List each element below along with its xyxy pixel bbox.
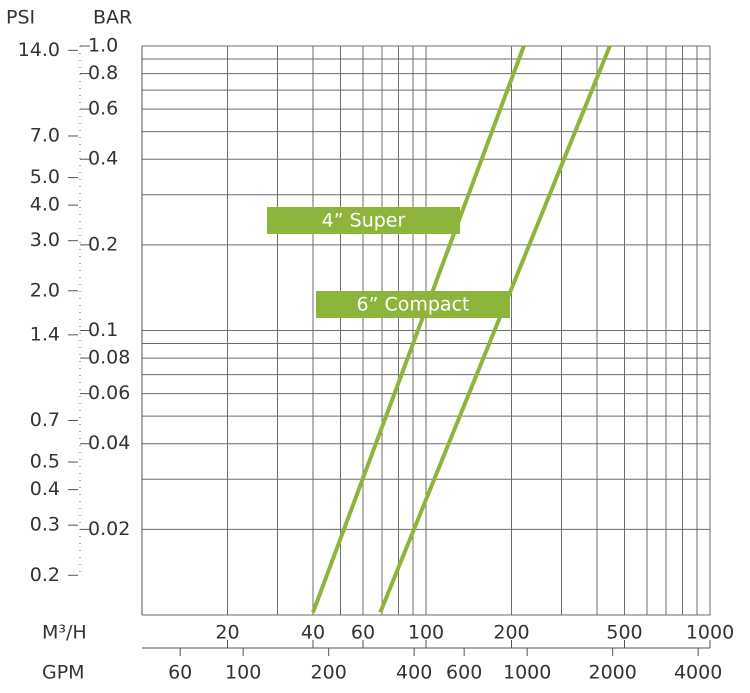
y-tick-label: 0.1 (88, 319, 118, 341)
series-line (311, 45, 526, 614)
x-tick-label: 60 (351, 622, 375, 644)
x2-tick-label: 60 (168, 662, 192, 684)
x-tick-label: 100 (408, 622, 444, 644)
y-tick-label: 0.08 (88, 347, 130, 369)
x-tick-label: 200 (493, 622, 529, 644)
x2-tick-label: 4000 (674, 662, 722, 684)
y2-tick-label: 0.5 (30, 451, 60, 473)
y-tick-label: 0.6 (88, 98, 118, 120)
y-tick-label: 0.06 (88, 382, 130, 404)
x2-tick-label: 100 (225, 662, 261, 684)
y2-tick-label: 2.0 (30, 279, 60, 301)
y-tick-label: 0.04 (88, 432, 130, 454)
y2-tick-label: 14.0 (18, 39, 60, 61)
x-tick-label: 20 (215, 622, 239, 644)
series-label: 4” Super (322, 210, 406, 232)
y-tick-label: 0.4 (88, 148, 118, 170)
y2-tick-label: 0.3 (30, 514, 60, 536)
y2-tick-label: 4.0 (30, 194, 60, 216)
y2-tick-label: 0.2 (30, 564, 60, 586)
y-tick-label: 1.0 (88, 35, 118, 57)
x2-tick-label: 2000 (588, 662, 636, 684)
y2-tick-label: 0.4 (30, 478, 60, 500)
y-axis-label: BAR (93, 7, 132, 29)
x-tick-label: 1000 (686, 622, 734, 644)
series-label: 6” Compact (357, 294, 470, 316)
series-label-box (316, 291, 510, 318)
y2-tick-label: 3.0 (30, 229, 60, 251)
x2-axis-label: GPM (42, 662, 85, 684)
y-tick-label: 0.2 (88, 233, 118, 255)
series-line (378, 45, 612, 614)
y2-tick-label: 5.0 (30, 166, 60, 188)
y2-axis-label: PSI (6, 7, 35, 29)
x2-tick-label: 200 (311, 662, 347, 684)
x-tick-label: 500 (606, 622, 642, 644)
series-label-box (267, 207, 460, 234)
y2-tick-label: 7.0 (30, 124, 60, 146)
x2-tick-label: 1000 (503, 662, 551, 684)
y2-tick-label: 0.7 (30, 409, 60, 431)
x-tick-label: 40 (301, 622, 325, 644)
y2-tick-label: 1.4 (30, 323, 60, 345)
y-tick-label: 0.02 (88, 518, 130, 540)
x-axis-label: M³/H (42, 622, 87, 644)
x2-tick-label: 600 (446, 662, 482, 684)
y-tick-label: 0.8 (88, 62, 118, 84)
x2-tick-label: 400 (396, 662, 432, 684)
